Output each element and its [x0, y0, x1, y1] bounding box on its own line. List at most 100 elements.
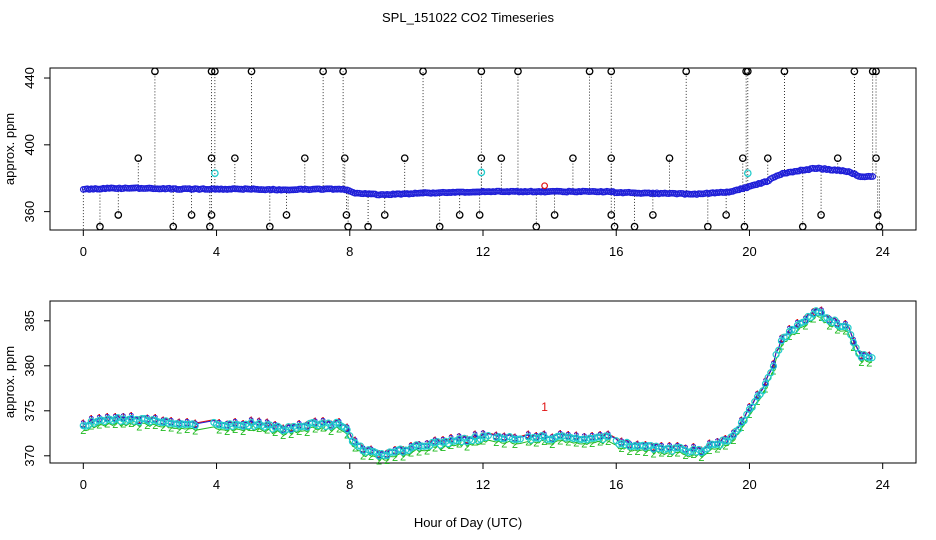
- series-circle-point: [671, 444, 679, 452]
- series-circle-point: [759, 387, 767, 395]
- series-2-marker: 2: [336, 424, 342, 436]
- outlier-point: [850, 67, 859, 76]
- series-2-marker: 2: [690, 449, 696, 461]
- series-3-marker: 3: [730, 429, 736, 441]
- series-3-marker: 3: [472, 430, 478, 442]
- series-2-marker: 2: [424, 446, 430, 458]
- series-circle-point: [585, 434, 594, 442]
- series-2-marker: 2: [464, 441, 470, 453]
- series-2-marker: 2: [597, 437, 603, 449]
- series-2-marker: 2: [866, 357, 872, 369]
- outlier-point: [740, 222, 749, 231]
- series-2-marker: 2: [642, 447, 648, 459]
- outlier-point: [722, 211, 730, 219]
- outlier-point: [649, 211, 657, 219]
- series-2-marker: 2: [192, 425, 198, 437]
- series-circle-point: [775, 346, 783, 354]
- outlier-point: [231, 154, 239, 163]
- series-2-marker: 2: [456, 438, 462, 450]
- outlier-point: [364, 222, 372, 231]
- bottom-x-tick-label: 8: [346, 477, 353, 492]
- series-2-marker: 2: [368, 451, 374, 463]
- top-x-tick-label: 4: [213, 244, 220, 259]
- series-circle-point: [180, 420, 189, 429]
- series-2-marker: 2: [842, 326, 848, 338]
- series-2-marker: 2: [549, 439, 555, 451]
- series-2-marker: 2: [392, 452, 398, 464]
- series-circle-point: [263, 421, 271, 429]
- bottom-y-tick-label: 380: [22, 355, 37, 377]
- series-2-marker: 2: [232, 424, 238, 436]
- outlier-point: [475, 211, 484, 219]
- series-3-marker: 3: [762, 377, 768, 389]
- outlier-point: [569, 154, 577, 163]
- outlier-point: [380, 211, 389, 219]
- series-circle-point: [191, 422, 199, 430]
- outlier-point: [319, 67, 327, 76]
- series-circle-point: [767, 369, 775, 377]
- outlier-point: [419, 67, 427, 76]
- series-circle-point: [511, 435, 519, 444]
- outlier-point: [265, 222, 274, 231]
- series-circle-point: [836, 322, 844, 331]
- outlier-point: [532, 222, 541, 231]
- series-2-marker: 2: [682, 450, 688, 462]
- series-2-marker: 2: [541, 436, 547, 448]
- series-circle-point: [295, 422, 303, 430]
- series-circle-point: [577, 435, 586, 444]
- series-2-marker: 2: [160, 422, 166, 434]
- co2-data-point: [761, 178, 769, 186]
- series-circle-point: [484, 431, 492, 440]
- series-circle-point: [498, 434, 506, 443]
- series-circle-point: [514, 435, 522, 443]
- series-2-marker: 2: [618, 443, 624, 455]
- series-2-marker: 2: [176, 424, 182, 436]
- outlier-point: [875, 222, 884, 231]
- series-3-marker: 3: [525, 430, 531, 442]
- series-2-marker: 2: [288, 429, 294, 441]
- series-2-marker: 2: [256, 423, 262, 435]
- series-circle-point: [721, 437, 730, 445]
- outlier-point: [211, 67, 219, 76]
- series-circle-point: [346, 432, 354, 440]
- series-2-marker: 2: [184, 424, 190, 436]
- series-circle-point: [780, 333, 788, 341]
- series-2-marker: 2: [581, 438, 587, 450]
- series-2-marker: 2: [304, 427, 310, 439]
- series-2-marker: 2: [698, 452, 704, 464]
- outlier-point: [169, 222, 178, 231]
- cyan-point: [743, 169, 752, 178]
- series-2-marker: 2: [96, 420, 102, 432]
- outlier-point: [207, 154, 216, 163]
- outlier-point: [134, 154, 143, 163]
- series-circle-point: [748, 403, 756, 411]
- series-2-marker: 2: [152, 420, 158, 432]
- series-2-marker: 2: [136, 421, 142, 433]
- series-2-marker: 2: [573, 437, 579, 449]
- series-2-marker: 2: [557, 436, 563, 448]
- bottom-x-tick-label: 24: [875, 477, 889, 492]
- series-circle-point: [644, 442, 652, 450]
- series-circle-point: [740, 417, 748, 425]
- top-x-tick-label: 8: [346, 244, 353, 259]
- series-2-marker: 2: [722, 441, 728, 453]
- series-circle-point: [79, 422, 87, 430]
- series-circle-point: [708, 440, 716, 448]
- series-2-marker: 2: [512, 439, 518, 451]
- series-circle-point: [735, 425, 743, 433]
- co2-data-point: [869, 173, 877, 180]
- chart-title: SPL_151022 CO2 Timeseries: [382, 10, 554, 25]
- bottom-y-axis-label: approx. ppm: [2, 346, 17, 418]
- series-circle-point: [164, 419, 173, 427]
- outlier-point: [187, 211, 196, 219]
- bottom-y-tick-label: 375: [22, 400, 37, 422]
- series-circle-point: [183, 420, 191, 428]
- top-x-tick-label: 16: [609, 244, 623, 259]
- series-2-marker: 2: [589, 438, 595, 450]
- outlier-point: [400, 154, 409, 163]
- series-circle-point: [420, 442, 428, 450]
- outlier-point: [207, 211, 216, 219]
